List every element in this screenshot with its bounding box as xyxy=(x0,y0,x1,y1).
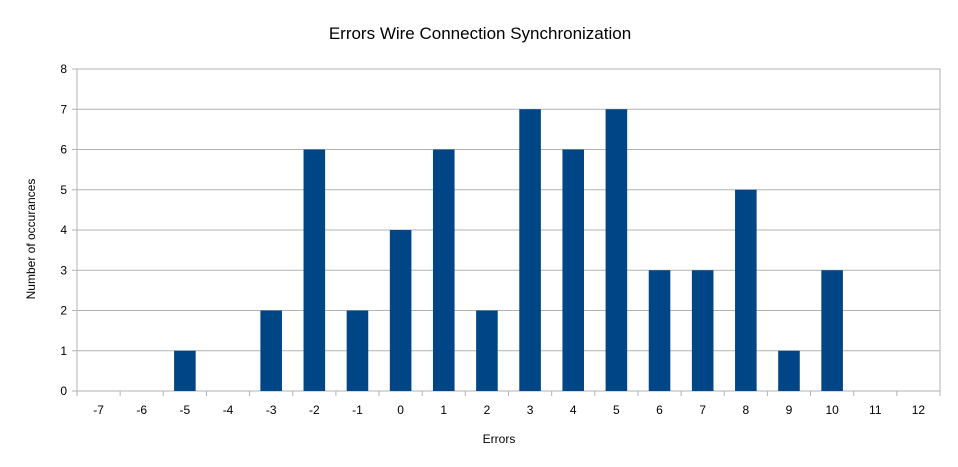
y-tick-label: 6 xyxy=(60,143,67,157)
x-tick-label: 5 xyxy=(613,403,620,417)
x-tick-label: 10 xyxy=(825,403,839,417)
bar--1 xyxy=(346,310,369,391)
y-axis-title: Number of occurances xyxy=(24,179,38,300)
y-tick-label: 4 xyxy=(60,223,67,237)
x-tick-label: -6 xyxy=(136,403,147,417)
bar--2 xyxy=(303,149,326,391)
x-tick-label: 1 xyxy=(440,403,447,417)
x-tick-label: 12 xyxy=(912,403,926,417)
bar-5 xyxy=(605,109,628,391)
x-tick-label: 9 xyxy=(786,403,793,417)
bar-7 xyxy=(691,270,714,391)
bar-series xyxy=(174,109,843,391)
x-tick-label: 7 xyxy=(699,403,706,417)
bar--3 xyxy=(260,310,282,391)
y-tick-label: 7 xyxy=(60,102,67,116)
bar-2 xyxy=(476,310,498,391)
x-tick-label: -3 xyxy=(266,403,277,417)
x-tick-label: 0 xyxy=(397,403,404,417)
chart-title: Errors Wire Connection Synchronization xyxy=(329,24,631,43)
x-tick-label: 6 xyxy=(656,403,663,417)
x-tick-label: -4 xyxy=(223,403,234,417)
y-tick-label: 3 xyxy=(60,263,67,277)
bar-3 xyxy=(519,109,541,391)
y-tick-label: 1 xyxy=(60,344,67,358)
bar-9 xyxy=(778,350,800,391)
bar--5 xyxy=(174,350,196,391)
y-tick-label: 2 xyxy=(60,304,67,318)
y-tick-label: 5 xyxy=(60,183,67,197)
bar-0 xyxy=(389,230,412,391)
x-axis: -7 -6 -5 -4 -3 -2 -1 0 1 2 3 4 5 6 7 8 9 10 11 12 xyxy=(76,391,941,417)
x-tick-label: 4 xyxy=(570,403,577,417)
x-tick-label: 11 xyxy=(869,403,882,417)
x-tick-label: 3 xyxy=(527,403,534,417)
x-tick-label: -1 xyxy=(352,403,363,417)
x-tick-label: -5 xyxy=(180,403,191,417)
bar-1 xyxy=(432,149,455,391)
gridlines xyxy=(76,68,941,392)
x-tick-label: 8 xyxy=(742,403,749,417)
bar-8 xyxy=(735,189,757,391)
x-axis-title: Errors xyxy=(483,432,516,446)
bar-6 xyxy=(648,270,671,391)
x-tick-label: -7 xyxy=(93,403,104,417)
bar-10 xyxy=(821,270,843,391)
x-tick-label: 2 xyxy=(484,403,491,417)
y-tick-label: 0 xyxy=(60,384,67,398)
y-tick-label: 8 xyxy=(60,62,67,76)
y-axis: 0 1 2 3 4 5 6 7 8 xyxy=(60,62,77,398)
x-tick-label: -2 xyxy=(309,403,320,417)
bar-4 xyxy=(562,149,585,391)
